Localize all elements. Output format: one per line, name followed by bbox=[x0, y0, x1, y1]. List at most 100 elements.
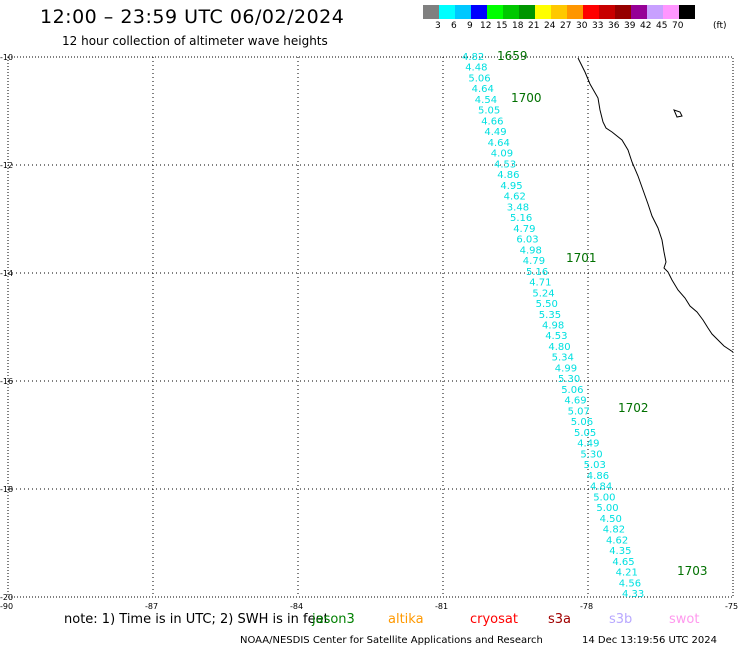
wave-height-label: 4.86 bbox=[587, 471, 609, 482]
wave-height-label: 4.79 bbox=[513, 224, 535, 235]
wave-height-label: 5.35 bbox=[539, 310, 561, 321]
satellite-legend-jason3: jason3 bbox=[312, 612, 355, 627]
time-label: 1703 bbox=[677, 564, 708, 578]
legend-label: 24 bbox=[544, 21, 556, 31]
footer-note: note: 1) Time is in UTC; 2) SWH is in fe… bbox=[64, 612, 329, 627]
island-outline bbox=[673, 109, 683, 118]
legend-swatch bbox=[663, 5, 679, 19]
wave-height-label: 4.48 bbox=[465, 63, 487, 74]
satellite-legend-swot: swot bbox=[669, 612, 700, 627]
lon-label: -90 bbox=[0, 602, 13, 611]
map-subtitle: 12 hour collection of altimeter wave hei… bbox=[62, 34, 328, 48]
legend-label: 9 bbox=[467, 21, 473, 31]
wave-height-label: 4.66 bbox=[481, 116, 503, 127]
wave-height-label: 4.98 bbox=[542, 321, 564, 332]
wave-height-label: 4.82 bbox=[462, 52, 484, 63]
wave-height-label: 5.16 bbox=[510, 213, 532, 224]
legend-unit: (ft) bbox=[713, 21, 727, 31]
legend-swatch bbox=[471, 5, 487, 19]
wave-height-label: 5.03 bbox=[584, 460, 606, 471]
wave-height-label: 4.86 bbox=[497, 170, 519, 181]
legend-swatch bbox=[487, 5, 503, 19]
lon-label: -78 bbox=[580, 602, 593, 611]
wave-height-label: 4.21 bbox=[616, 568, 638, 579]
legend-swatch bbox=[535, 5, 551, 19]
lon-label: -81 bbox=[435, 602, 448, 611]
legend-label: 15 bbox=[496, 21, 508, 31]
wave-height-label: 5.06 bbox=[468, 73, 490, 84]
wave-height-label: 4.62 bbox=[504, 192, 526, 203]
wave-height-label: 5.06 bbox=[571, 417, 593, 428]
wave-height-label: 4.54 bbox=[475, 95, 497, 106]
legend-label: 36 bbox=[608, 21, 620, 31]
wave-height-label: 4.99 bbox=[555, 363, 577, 374]
wave-height-label: 5.05 bbox=[478, 106, 500, 117]
wave-height-label: 5.30 bbox=[558, 374, 580, 385]
lat-label: -16 bbox=[0, 377, 13, 386]
legend-labels: 3 6 9 12 15 18 21 24 27 30 33 36 39 42 45 70 (ft) bbox=[423, 21, 740, 33]
wave-height-label: 6.03 bbox=[516, 235, 538, 246]
lon-label: -84 bbox=[290, 602, 303, 611]
legend-swatch bbox=[679, 5, 695, 19]
wave-height-label: 4.49 bbox=[484, 127, 506, 138]
legend-swatch bbox=[647, 5, 663, 19]
satellite-legend-cryosat: cryosat bbox=[470, 612, 518, 627]
legend-swatch bbox=[423, 5, 439, 19]
time-label: 1701 bbox=[566, 251, 597, 265]
coastline bbox=[577, 57, 734, 353]
legend-label: 30 bbox=[576, 21, 588, 31]
wave-height-label: 5.34 bbox=[552, 353, 574, 364]
legend-swatch bbox=[551, 5, 567, 19]
wave-height-label: 4.53 bbox=[494, 159, 516, 170]
lon-label: -75 bbox=[725, 602, 738, 611]
lat-label: -12 bbox=[0, 161, 13, 170]
wave-height-label: 4.56 bbox=[619, 578, 641, 589]
time-label: 1659 bbox=[497, 49, 528, 63]
wave-height-label: 4.98 bbox=[520, 245, 542, 256]
wave-height-label: 4.64 bbox=[472, 84, 494, 95]
wave-height-label: 4.84 bbox=[590, 482, 612, 493]
wave-height-label: 5.30 bbox=[580, 449, 602, 460]
lon-label: -87 bbox=[145, 602, 158, 611]
credit-text: NOAA/NESDIS Center for Satellite Applica… bbox=[240, 635, 543, 646]
legend-swatch bbox=[439, 5, 455, 19]
legend-swatch bbox=[519, 5, 535, 19]
legend-label: 33 bbox=[592, 21, 604, 31]
wave-height-label: 4.79 bbox=[523, 256, 545, 267]
lat-label: -10 bbox=[0, 53, 13, 62]
lat-label: -14 bbox=[0, 269, 13, 278]
lat-label: -20 bbox=[0, 593, 13, 602]
legend-label: 6 bbox=[451, 21, 457, 31]
wave-height-label: 4.53 bbox=[545, 331, 567, 342]
legend-label: 70 bbox=[672, 21, 684, 31]
wave-height-label: 4.82 bbox=[603, 525, 625, 536]
wave-height-label: 4.62 bbox=[606, 535, 628, 546]
wave-height-label: 5.50 bbox=[536, 299, 558, 310]
wave-height-label: 5.16 bbox=[526, 267, 548, 278]
wave-height-label: 4.69 bbox=[564, 396, 586, 407]
legend-swatch bbox=[567, 5, 583, 19]
legend-swatch bbox=[631, 5, 647, 19]
wave-height-label: 4.33 bbox=[622, 589, 644, 600]
legend-swatch bbox=[455, 5, 471, 19]
legend-label: 21 bbox=[528, 21, 540, 31]
wave-height-label: 4.49 bbox=[577, 439, 599, 450]
lat-label: -18 bbox=[0, 485, 13, 494]
legend-label: 18 bbox=[512, 21, 524, 31]
wave-height-label: 4.71 bbox=[529, 278, 551, 289]
wave-height-label: 5.24 bbox=[532, 288, 554, 299]
legend-swatch bbox=[503, 5, 519, 19]
generated-timestamp: 14 Dec 13:19:56 UTC 2024 bbox=[582, 635, 717, 646]
legend-swatch bbox=[599, 5, 615, 19]
legend-swatch bbox=[583, 5, 599, 19]
wave-height-label: 5.00 bbox=[593, 492, 615, 503]
wave-height-label: 5.00 bbox=[596, 503, 618, 514]
legend-label: 42 bbox=[640, 21, 652, 31]
wave-height-label: 4.95 bbox=[500, 181, 522, 192]
legend-swatch bbox=[615, 5, 631, 19]
wave-height-label: 5.06 bbox=[561, 385, 583, 396]
legend-label: 3 bbox=[435, 21, 441, 31]
wave-height-label: 3.48 bbox=[507, 202, 529, 213]
time-label: 1700 bbox=[511, 91, 542, 105]
